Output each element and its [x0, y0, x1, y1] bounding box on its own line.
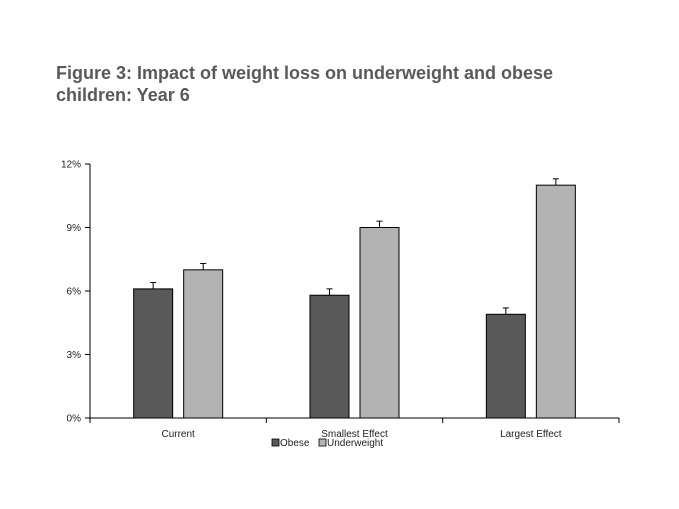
y-tick-label: 12% — [61, 160, 81, 171]
chart-title-line-2: children: Year 6 — [56, 85, 190, 105]
bar-underweight-current — [183, 269, 224, 419]
chart-title-line-1: Figure 3: Impact of weight loss on under… — [56, 63, 554, 83]
legend-label-obese: Obese — [280, 438, 310, 449]
y-tick-label: 3% — [67, 350, 82, 361]
category-label: Smallest Effect — [321, 429, 388, 440]
y-tick-label: 0% — [67, 414, 82, 425]
category-label: Largest Effect — [500, 429, 562, 440]
category-label: Current — [161, 429, 195, 440]
legend-swatch-obese — [271, 438, 280, 447]
y-tick-label: 9% — [67, 223, 82, 234]
legend-swatch-underweight — [318, 438, 327, 447]
bar-underweight-smallest-effect — [359, 227, 400, 419]
bar-underweight-largest-effect — [535, 184, 576, 419]
bar-obese-current — [133, 288, 174, 419]
bar-obese-largest-effect — [485, 313, 526, 419]
bar-obese-smallest-effect — [309, 294, 350, 419]
legend-label-underweight: Underweight — [327, 438, 383, 449]
y-tick-label: 6% — [67, 287, 82, 298]
chart-title: Figure 3: Impact of weight loss on under… — [56, 62, 656, 106]
